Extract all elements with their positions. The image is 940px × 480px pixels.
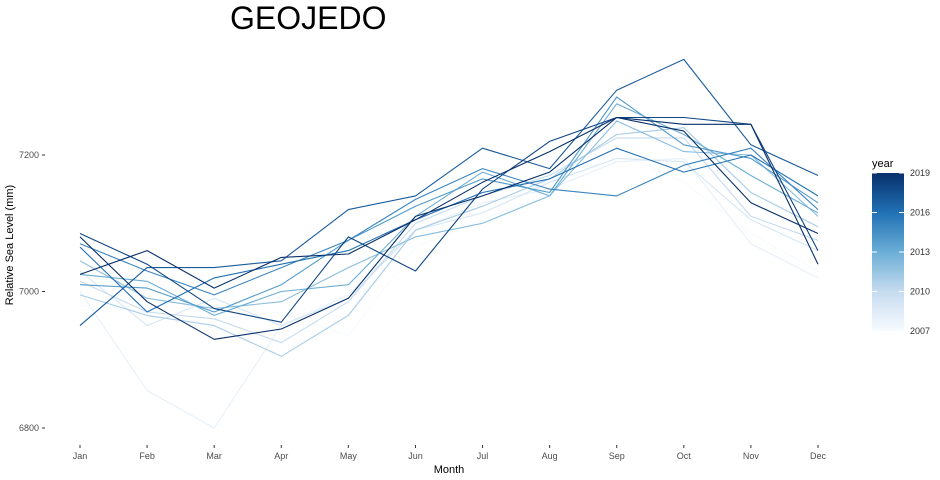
legend-label: 2016 [910,208,930,218]
x-tick-label: Feb [139,451,155,461]
chart-title: GEOJEDO [230,0,386,36]
series-line-2011 [79,127,819,357]
x-tick-label: Aug [542,451,558,461]
legend-colorbar [872,173,904,331]
series-line-2015 [79,147,819,296]
legend-label: 2007 [910,326,930,336]
y-axis-title: Relative Sea Level (mm) [4,185,16,305]
x-axis: Jan Feb Mar Apr May Jun Jul Aug Sep Oct Nov Dec [73,445,827,461]
legend-label: 2013 [910,247,930,257]
x-tick-label: Jan [73,451,88,461]
x-tick-label: May [340,451,358,461]
series-line-2019 [79,116,819,289]
series-line-2017 [79,58,819,327]
y-tick-label: 6800 [19,423,39,433]
legend-ticks: 2007 2010 2013 2016 2019 [872,168,930,336]
legend: year 2007 2010 2013 2016 2019 [872,158,930,336]
series-line-2013 [79,103,819,316]
x-tick-label: Jun [408,451,423,461]
legend-label: 2010 [910,287,930,297]
legend-label: 2019 [910,168,930,178]
x-tick-label: Mar [206,451,222,461]
series-line-2019 [79,116,819,340]
legend-title: year [872,158,894,170]
series-lines [79,58,819,429]
x-tick-label: Nov [743,451,760,461]
x-tick-label: Dec [810,451,827,461]
series-line-2008 [79,157,819,429]
y-tick-label: 7000 [19,287,39,297]
y-axis: 6800 7000 7200 [19,150,45,433]
x-tick-label: Jul [477,451,489,461]
x-tick-label: Apr [274,451,288,461]
x-tick-label: Oct [677,451,692,461]
series-line-2010 [79,137,819,344]
x-tick-label: Sep [609,451,625,461]
series-line-2009 [79,157,819,327]
x-axis-title: Month [434,464,465,476]
series-line-2018 [79,116,819,323]
y-tick-label: 7200 [19,150,39,160]
series-line-2014 [79,96,819,313]
